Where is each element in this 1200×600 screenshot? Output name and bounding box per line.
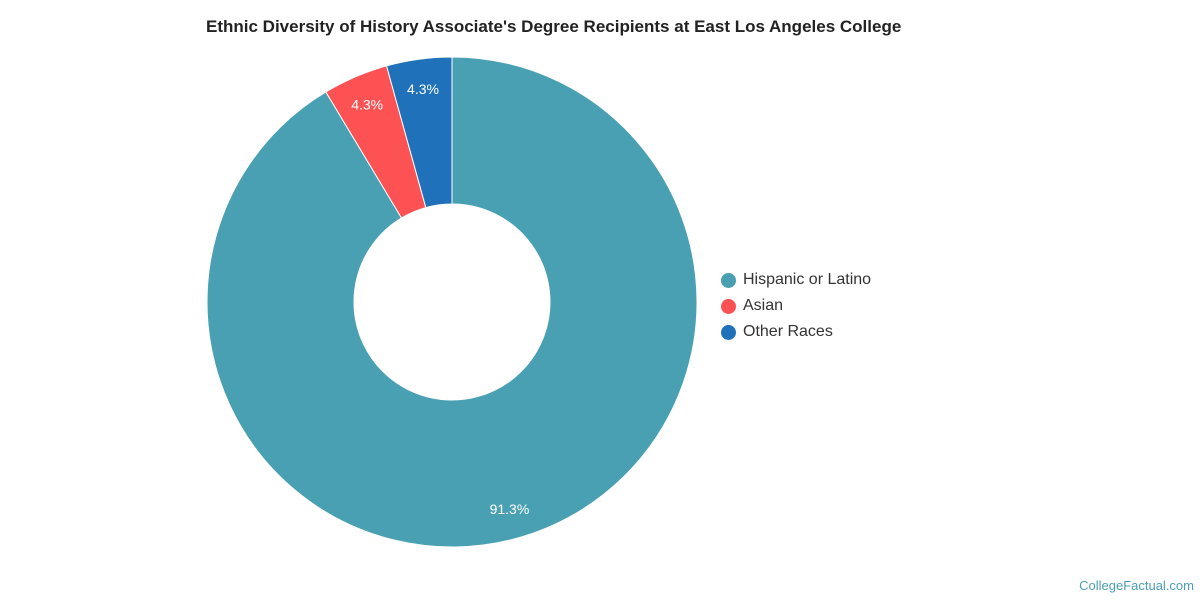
legend-label-hispanic: Hispanic or Latino (743, 271, 872, 288)
legend-item-other-races[interactable]: Other Races (721, 319, 871, 345)
chart-title: Ethnic Diversity of History Associate's … (206, 17, 902, 36)
legend-swatch-asian (721, 298, 736, 314)
slice-label-other-races: 4.3% (407, 81, 439, 97)
donut-slice-other-races[interactable] (385, 56, 453, 209)
legend-label-asian: Asian (743, 297, 784, 314)
legend-swatch-other-races (721, 324, 736, 340)
legend-item-asian[interactable]: Asian (721, 293, 871, 319)
legend-item-hispanic[interactable]: Hispanic or Latino (721, 267, 871, 293)
credit-link[interactable]: CollegeFactual.com (1079, 578, 1194, 593)
legend-label-other-races: Other Races (743, 323, 833, 340)
slice-label-hispanic: 91.3% (490, 501, 530, 517)
donut-slice-hispanic[interactable] (206, 56, 698, 548)
legend-swatch-hispanic (721, 272, 736, 288)
legend: Hispanic or Latino Asian Other Races (721, 267, 871, 345)
slice-label-asian: 4.3% (351, 96, 383, 112)
